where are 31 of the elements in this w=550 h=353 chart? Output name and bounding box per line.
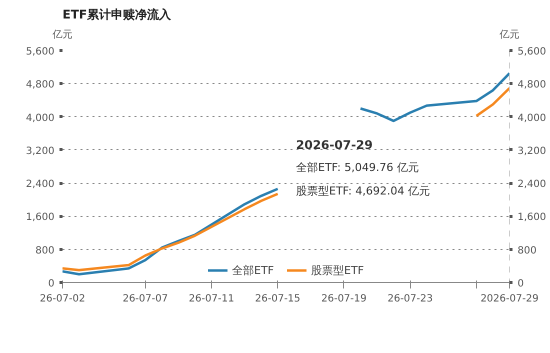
x-tick-label: 26-07-11 <box>188 294 234 304</box>
y-tick-label: 2,400 <box>26 179 55 190</box>
y-axis-title: 亿元 <box>52 30 72 40</box>
y-tick-label: 3,200 <box>26 146 55 157</box>
x-tick-label: 26-07-02 <box>40 294 86 304</box>
y-tick-label: 0 <box>48 278 55 290</box>
y2-axis-title: 亿元 <box>498 30 520 40</box>
annotation: 股票型ETF: 4,692.04 亿元 <box>296 184 430 198</box>
legend-label: 股票型ETF <box>311 262 364 278</box>
annotation: 全部ETF: 5,049.76 亿元 <box>296 161 419 174</box>
y2-tick-label: 5,600 <box>518 46 546 58</box>
y2-tick-label: 3,200 <box>518 146 546 157</box>
y2-tick-label: 4,000 <box>518 112 546 124</box>
y2-tick-label: 4,800 <box>518 80 546 91</box>
chart-title: ETF累计申赎净流入 <box>62 8 172 22</box>
y2-tick-label: 0 <box>518 278 524 290</box>
x-tick-label: 26-07-19 <box>321 294 367 304</box>
y-tick-label: 5,600 <box>26 46 55 58</box>
y2-tick-label: 1,600 <box>518 212 546 224</box>
y-tick-label: 800 <box>35 245 55 256</box>
y2-tick-label: 800 <box>518 245 537 256</box>
legend-label: 全部ETF <box>232 262 274 278</box>
y-tick-label: 4,800 <box>26 80 55 91</box>
x-tick-label: 26-07-07 <box>122 294 168 304</box>
y-tick-label: 1,600 <box>26 212 55 224</box>
x-tick-label: 26-07-23 <box>387 294 433 304</box>
y-tick-label: 4,000 <box>26 112 55 124</box>
annotation: 2026-07-29 <box>296 138 373 152</box>
y2-tick-label: 2,400 <box>518 179 546 190</box>
x-tick-label: 26-07-15 <box>255 294 300 304</box>
ref-line-label: 2026-07-29 <box>480 294 539 304</box>
